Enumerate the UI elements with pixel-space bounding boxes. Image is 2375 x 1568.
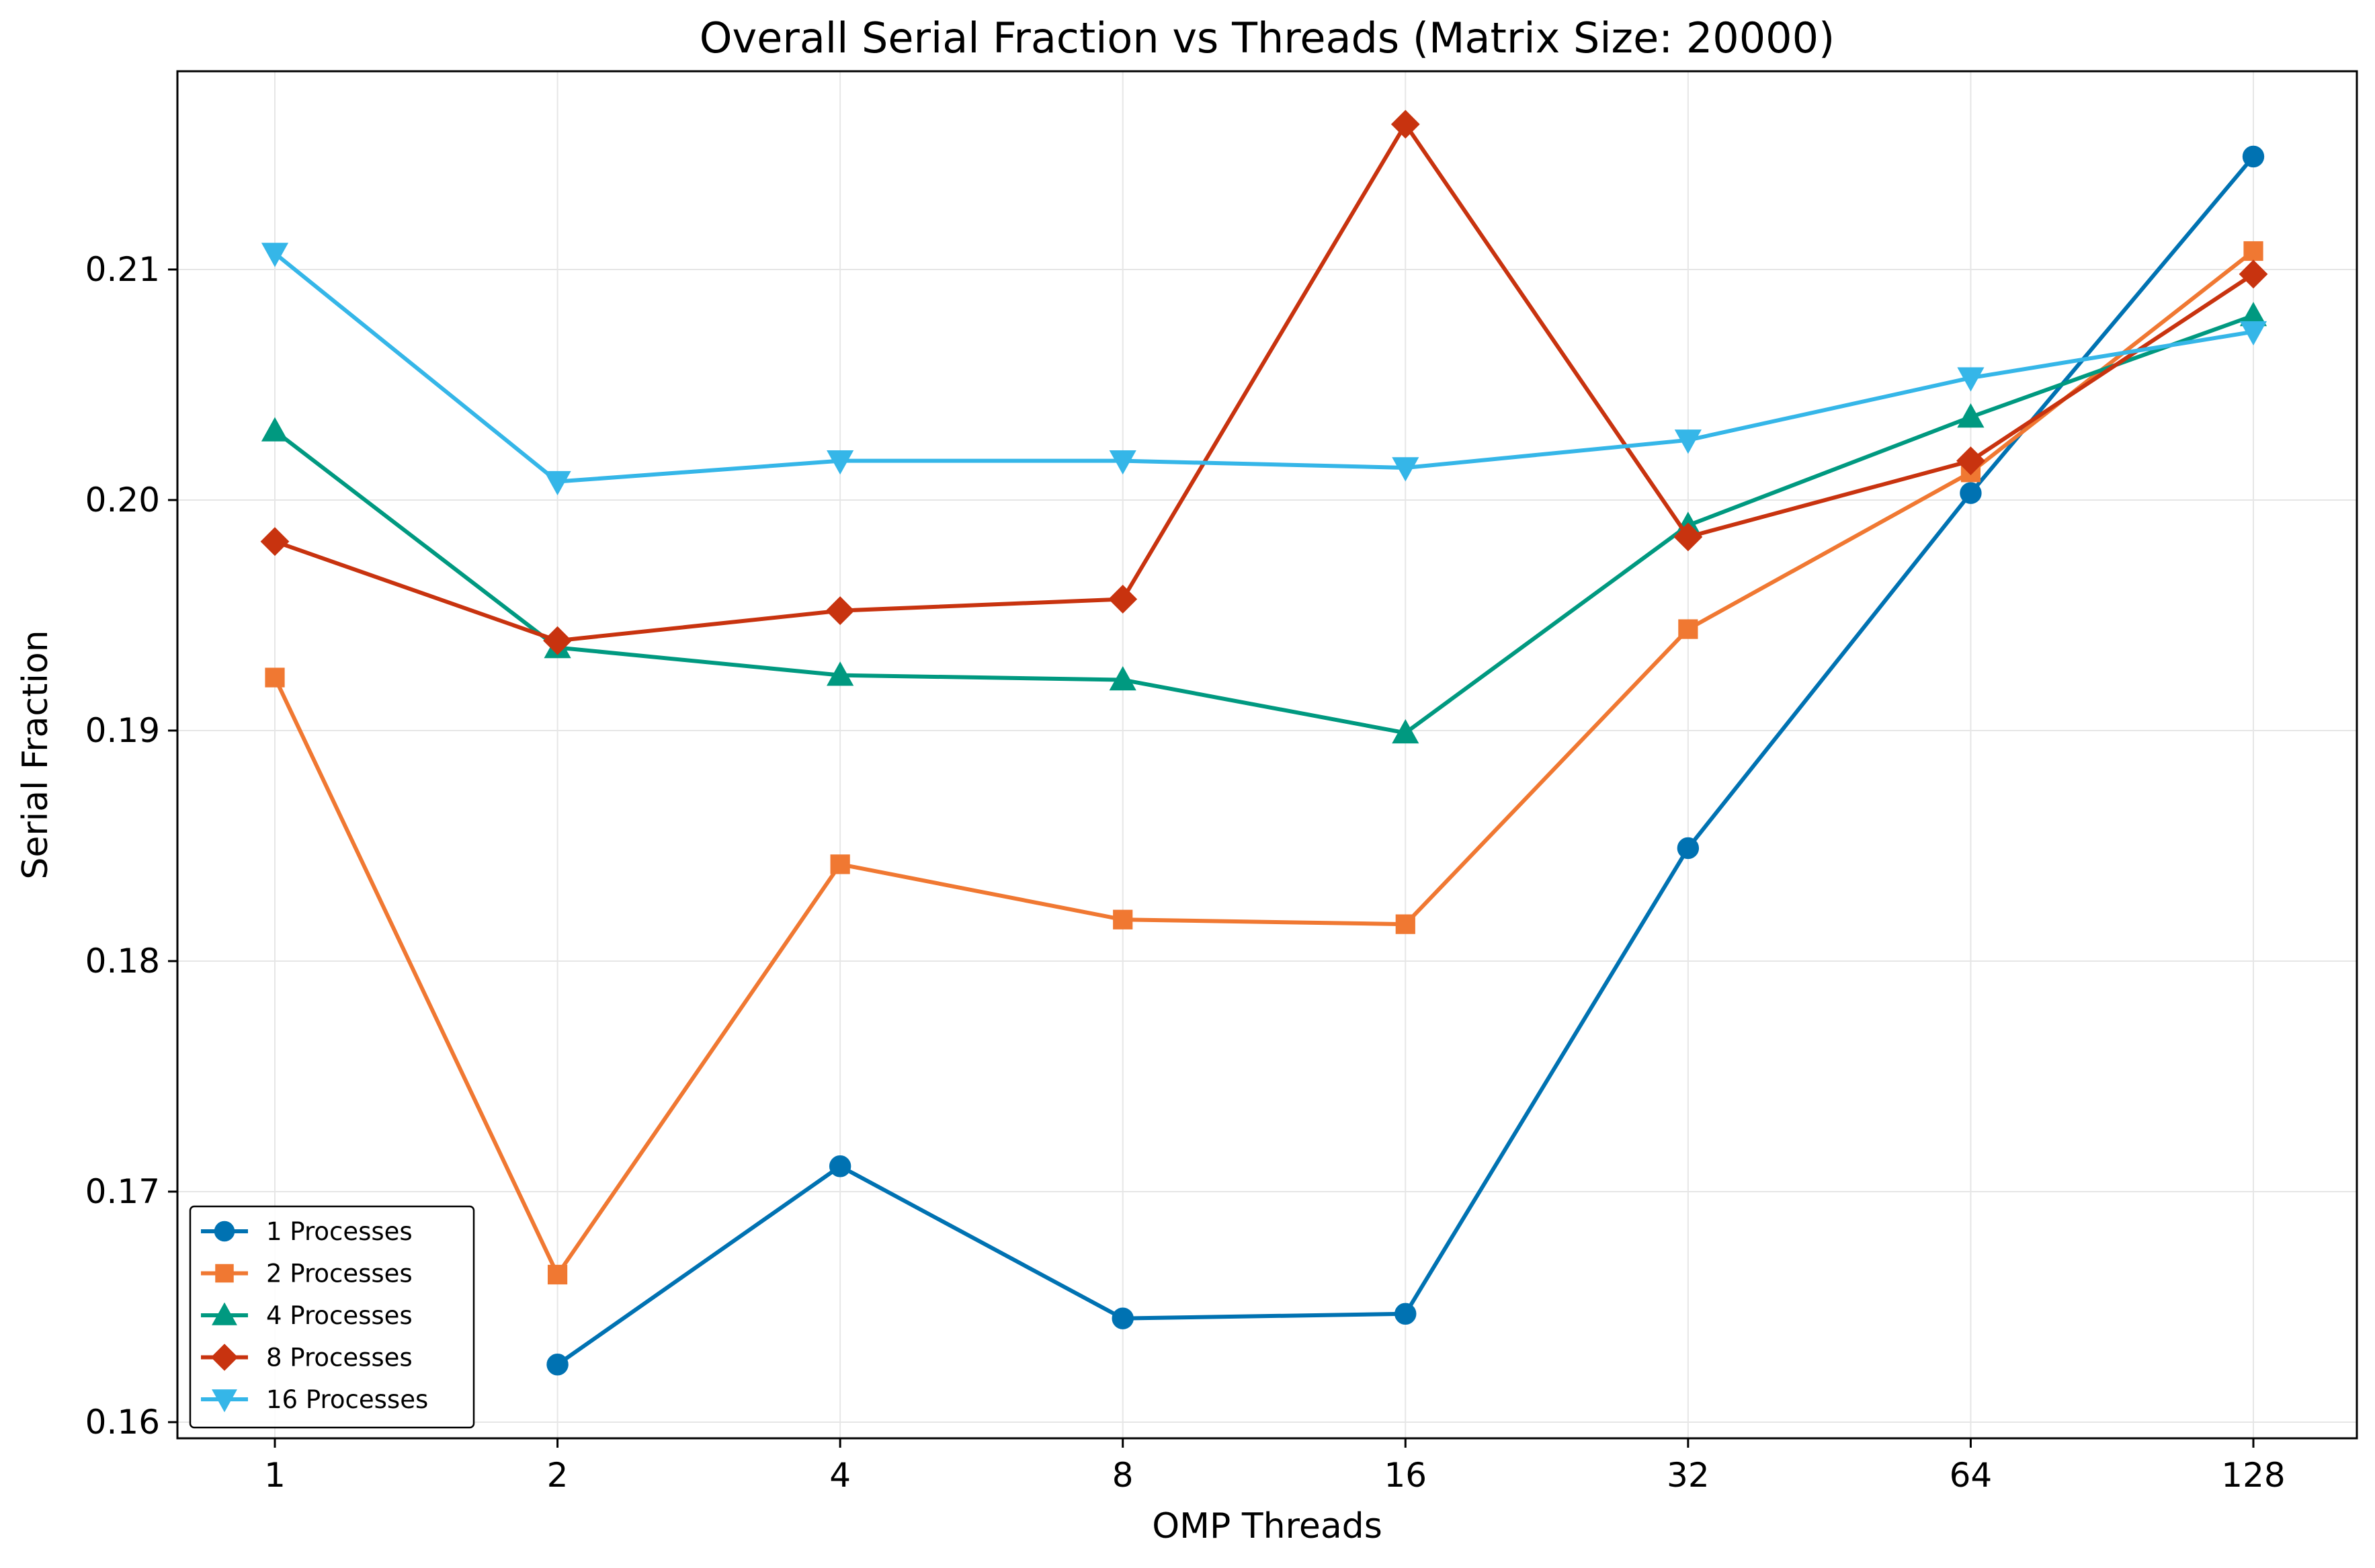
- data-point: [827, 661, 854, 686]
- series-layer: [260, 110, 2268, 1376]
- legend-marker: [212, 1302, 237, 1325]
- data-point: [2242, 145, 2265, 168]
- x-axis-title: OMP Threads: [1152, 1506, 1382, 1546]
- chart-title: Overall Serial Fraction vs Threads (Matr…: [700, 13, 1835, 63]
- legend-label: 1 Processes: [266, 1217, 413, 1246]
- series-line: [274, 313, 2255, 735]
- series-line: [273, 249, 2255, 1277]
- grid: [177, 71, 2357, 1438]
- data-point: [1677, 837, 1700, 860]
- legend-item: 8 Processes: [201, 1344, 413, 1372]
- legend-marker: [215, 1264, 234, 1283]
- data-point: [546, 1354, 569, 1376]
- y-tick-label: 0.17: [85, 1172, 160, 1211]
- legend-label: 16 Processes: [266, 1385, 428, 1414]
- data-point: [1956, 446, 1985, 476]
- legend-item: 4 Processes: [201, 1301, 413, 1330]
- y-axis-title: Serial Fraction: [15, 630, 56, 879]
- series-4: [260, 110, 2268, 655]
- x-tick-label: 64: [1950, 1456, 1993, 1495]
- legend-item: 16 Processes: [201, 1385, 428, 1414]
- data-point: [1674, 429, 1702, 454]
- data-point: [1392, 457, 1419, 482]
- data-point: [2243, 241, 2263, 261]
- data-point: [1395, 914, 1415, 934]
- y-tick-label: 0.21: [85, 250, 160, 289]
- data-point: [547, 1264, 568, 1285]
- data-point: [825, 596, 855, 626]
- data-point: [1394, 1303, 1417, 1325]
- data-point: [1109, 450, 1136, 475]
- y-tick-label: 0.19: [85, 711, 160, 750]
- data-point: [1112, 1307, 1134, 1329]
- legend-marker: [210, 1344, 239, 1371]
- data-point: [1957, 367, 1985, 392]
- legend-frame: [189, 1205, 475, 1429]
- data-point: [543, 626, 572, 655]
- data-point: [2239, 321, 2267, 346]
- data-point: [1390, 110, 1420, 139]
- y-tick-label: 0.18: [85, 942, 160, 981]
- data-point: [544, 470, 571, 496]
- x-tick-label: 4: [829, 1456, 851, 1495]
- legend: 1 Processes 2 Processes 4 Processes 8 Proce…: [189, 1205, 475, 1429]
- x-tick-label: 32: [1667, 1456, 1710, 1495]
- series-5: [261, 243, 2267, 496]
- x-tick-label: 1: [264, 1456, 286, 1495]
- data-point: [261, 243, 289, 267]
- x-tick-label: 2: [547, 1456, 569, 1495]
- data-point: [1113, 909, 1133, 930]
- series-1: [546, 145, 2265, 1376]
- legend-marker: [212, 1389, 237, 1413]
- legend-label: 2 Processes: [266, 1260, 413, 1288]
- data-point: [1957, 403, 1985, 428]
- data-point: [1678, 619, 1698, 639]
- data-point: [260, 527, 290, 556]
- series-line: [274, 251, 2254, 484]
- data-point: [827, 450, 854, 475]
- legend-label: 4 Processes: [266, 1301, 413, 1330]
- x-tick-label: 16: [1384, 1456, 1427, 1495]
- data-point: [1960, 482, 1982, 504]
- data-point: [1109, 666, 1136, 691]
- data-point: [2239, 259, 2268, 289]
- axes: 1 2 4 8 16 32 64 128 0.16 0.17 0.18 0.19 0.20 0.21: [85, 250, 2286, 1495]
- data-point: [1108, 585, 1138, 614]
- legend-item: 1 Processes: [201, 1217, 413, 1246]
- y-tick-label: 0.16: [85, 1403, 160, 1442]
- data-point: [829, 1155, 851, 1178]
- data-point: [265, 667, 285, 688]
- data-point: [261, 417, 289, 442]
- y-tick-label: 0.20: [85, 481, 160, 520]
- data-point: [1392, 718, 1419, 744]
- x-tick-label: 128: [2221, 1456, 2285, 1495]
- legend-label: 8 Processes: [266, 1344, 413, 1372]
- data-point: [830, 854, 850, 874]
- legend-marker: [214, 1221, 235, 1242]
- series-line: [274, 122, 2255, 643]
- data-point: [1673, 522, 1703, 552]
- x-tick-label: 8: [1112, 1456, 1134, 1495]
- plot-frame: [176, 70, 2358, 1440]
- legend-item: 2 Processes: [201, 1260, 413, 1288]
